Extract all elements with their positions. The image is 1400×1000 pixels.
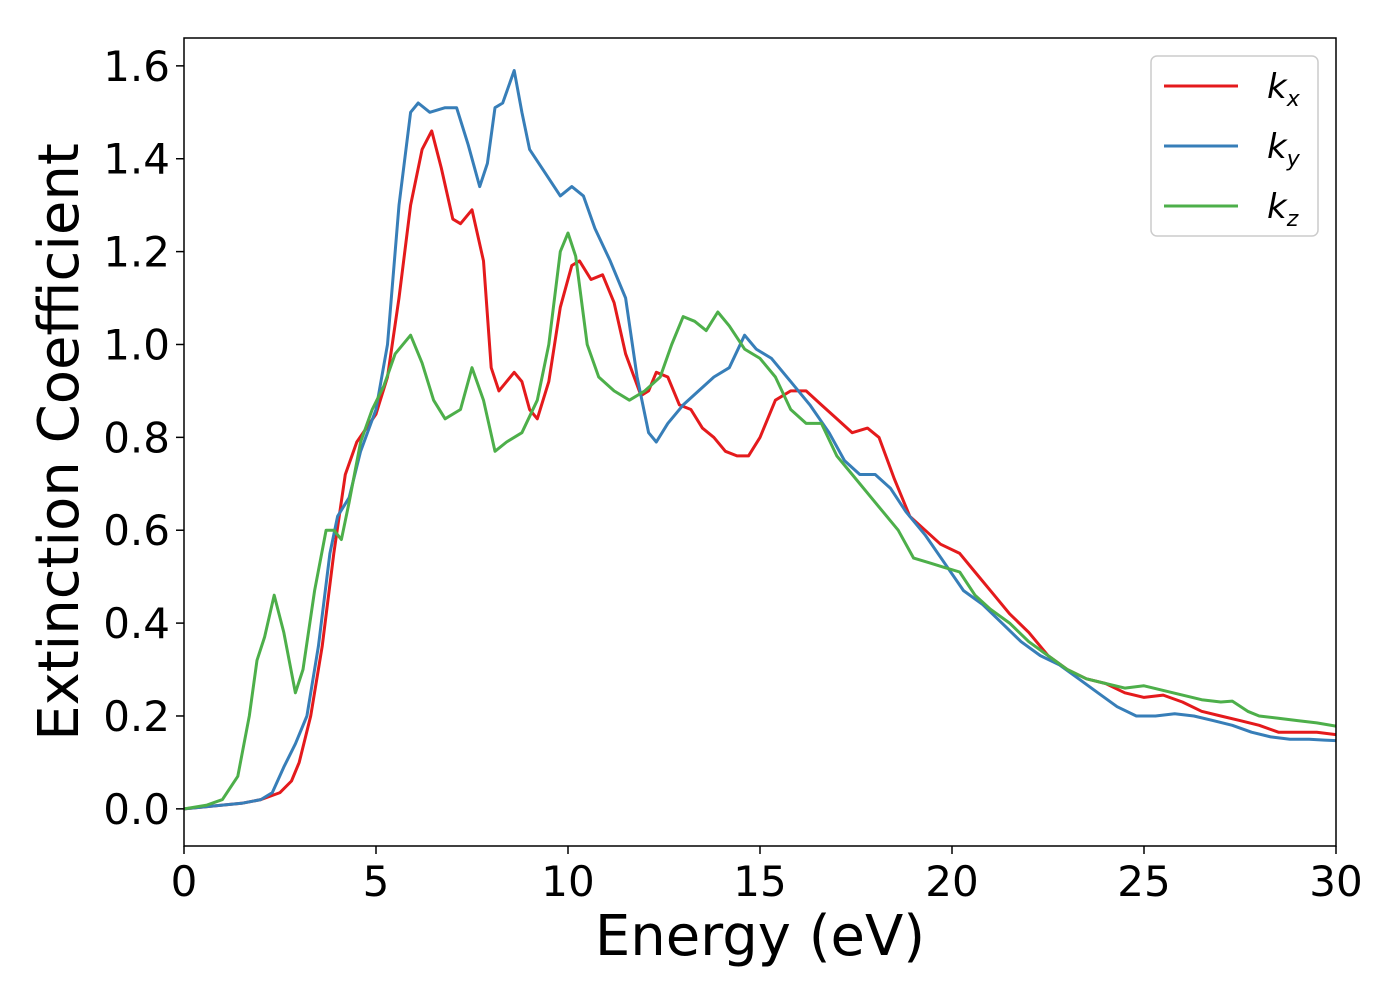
series-line-z [184,231,1336,811]
y-tick-label: 0.8 [103,413,170,462]
y-tick-label: 1.6 [103,42,170,91]
legend-label-z: kz [1267,187,1299,232]
x-tick-label: 25 [1117,857,1170,906]
x-tick-label: 20 [925,857,978,906]
x-tick-label: 10 [541,857,594,906]
series-layer [184,69,1336,811]
x-tick-label: 15 [733,857,786,906]
x-axis-ticks: 0 5 10 15 20 25 30 [171,846,1363,906]
x-tick-label: 0 [171,857,198,906]
y-tick-label: 0.2 [103,692,170,741]
legend-label-x: kx [1267,67,1301,112]
y-tick-label: 1.0 [103,320,170,369]
y-axis-ticks: 0.0 0.2 0.4 0.6 0.8 1.0 1.2 1.4 1.6 [103,42,184,834]
y-tick-label: 1.4 [103,135,170,184]
legend-label-y: ky [1267,127,1301,172]
y-tick-label: 0.4 [103,599,170,648]
series-line-y [184,69,1336,811]
y-tick-label: 0.6 [103,506,170,555]
legend: kx ky kz [1150,55,1319,237]
x-axis-label: Energy (eV) [595,904,925,969]
y-tick-label: 0.0 [103,785,170,834]
y-axis-label: Extinction Coefficient [27,143,92,741]
x-tick-label: 5 [363,857,390,906]
x-tick-label: 30 [1309,857,1362,906]
y-tick-label: 1.2 [103,228,170,277]
